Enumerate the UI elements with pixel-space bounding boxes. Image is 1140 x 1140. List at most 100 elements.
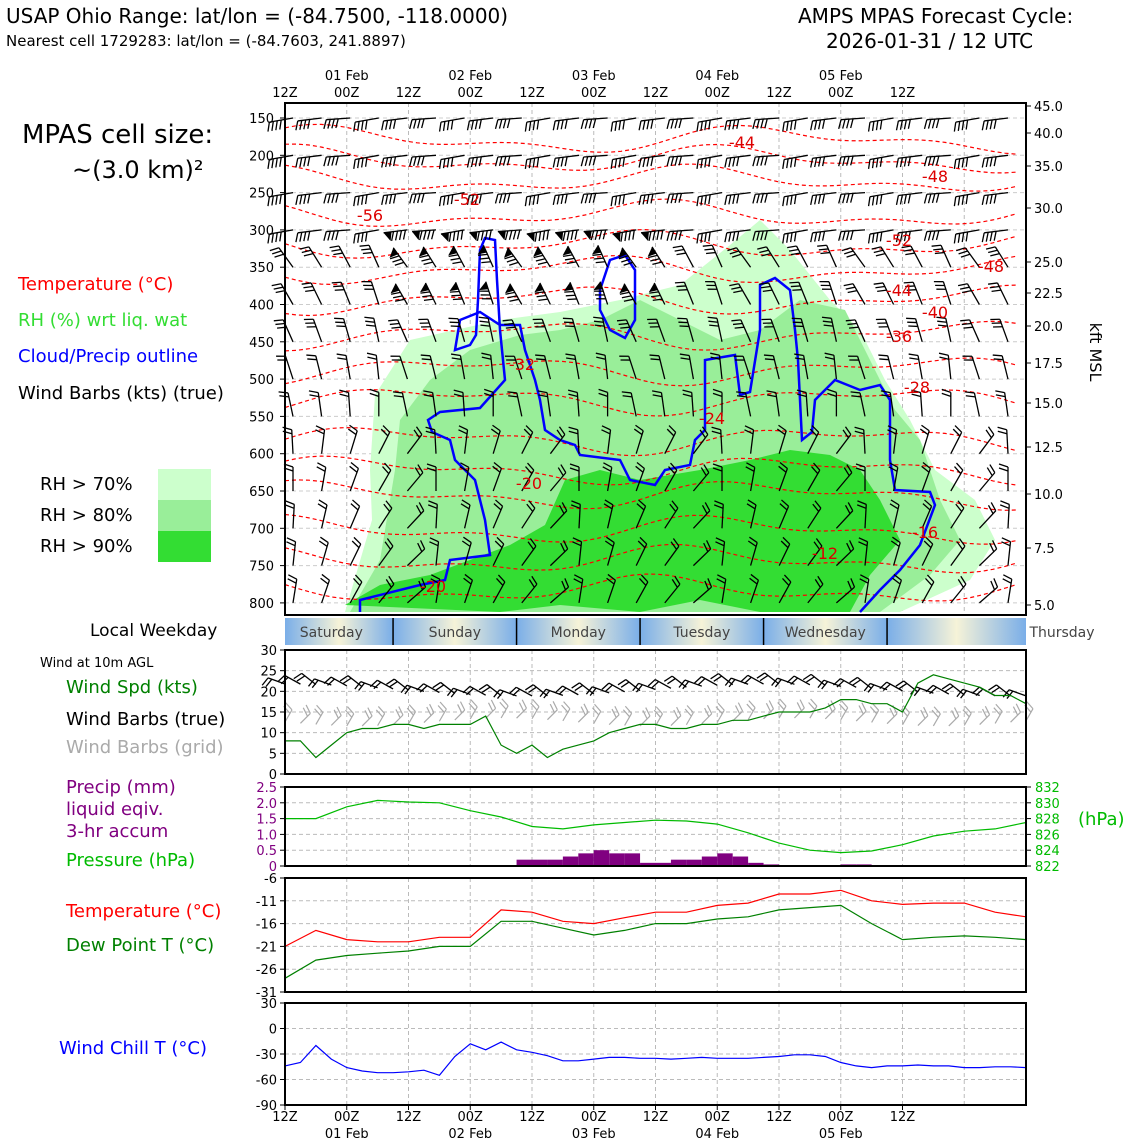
y-tick-label: 20: [260, 685, 277, 700]
grid-wind-barb: [454, 701, 466, 721]
wind-barb: [712, 463, 723, 491]
grid-wind-barb: [993, 703, 1003, 724]
wind-barb: [580, 191, 608, 204]
wind-barb: [378, 500, 393, 529]
wind-barb: [580, 117, 608, 130]
weekday-segment: [763, 618, 888, 645]
temperature-contour: [285, 388, 1018, 417]
wind-barb: [867, 191, 894, 207]
wind-barb: [450, 353, 466, 380]
wind-barb: [461, 536, 472, 566]
true-wind-barb: [508, 686, 533, 697]
forecast-cycle-title: AMPS MPAS Forecast Cycle:: [798, 4, 1074, 28]
top-date-label: 02 Feb: [448, 69, 492, 84]
wind-barb: [378, 538, 394, 566]
legend-temperature: Temperature (°C): [18, 274, 174, 295]
wind-barb: [423, 390, 437, 417]
wind-barb: [555, 229, 580, 242]
wind-barb: [873, 282, 895, 305]
wind-barb: [995, 390, 1009, 417]
wind-barb: [369, 388, 380, 417]
grid-wind-barb: [561, 701, 571, 722]
wind-barb: [807, 575, 824, 604]
wind-barb: [921, 536, 934, 566]
top-time-tick-label: 12Z: [272, 86, 298, 101]
wind-barb: [299, 246, 323, 268]
temperature-contour: [285, 543, 1018, 574]
windchill-line: [284, 1041, 1027, 1076]
wind-barb: [353, 229, 379, 244]
wind-barb: [449, 282, 466, 305]
true-wind-barb: [863, 682, 888, 693]
wind-barb: [901, 245, 923, 268]
weekday-label: Local Weekday: [90, 621, 218, 641]
wind-barb: [420, 282, 437, 305]
temperature-panel: -6 -11 -16 -21 -26 -31: [256, 872, 1027, 1001]
wind-barb: [320, 573, 331, 604]
grid-wind-barb: [485, 699, 497, 719]
wind-barb: [759, 282, 780, 305]
wind-barb: [349, 462, 360, 492]
wind-barb: [638, 191, 665, 205]
wind-barb: [664, 575, 681, 604]
wind-barb: [483, 388, 494, 417]
wind-barb: [640, 229, 665, 242]
weekday-segment: [393, 618, 517, 645]
temperature-contour-label: -28: [904, 378, 930, 397]
true-wind-barb: [369, 679, 394, 690]
height-tick-label: 45.0: [1034, 100, 1063, 115]
wind-barb: [674, 281, 695, 305]
wind-barb: [303, 318, 323, 343]
temperature-contour: [285, 284, 1018, 317]
wind-barb: [981, 191, 1009, 205]
top-time-tick-label: 12Z: [766, 86, 792, 101]
wind-barb: [747, 536, 758, 566]
wind-barb: [962, 355, 981, 380]
wind-barb: [492, 536, 505, 566]
wind-barb: [406, 578, 427, 604]
wind-barb: [692, 464, 710, 492]
wind-barb: [494, 117, 522, 130]
wind-barb: [724, 229, 751, 243]
grid-wind-barb: [499, 698, 509, 719]
wind-barb: [835, 426, 852, 455]
wind-barb: [616, 319, 637, 343]
weekday-name: Monday: [551, 625, 606, 641]
wind-barb: [1002, 574, 1013, 604]
true-wind-barb: [988, 684, 1011, 697]
wind-barb: [598, 388, 609, 417]
wind-barb: [601, 425, 612, 454]
wind-barb: [568, 426, 580, 454]
bottom-date-label: 02 Feb: [448, 1127, 492, 1140]
wind-barb: [494, 191, 522, 204]
height-tick-label: 10.0: [1034, 488, 1063, 503]
pressure-tick-label: 822: [1035, 860, 1060, 875]
wind-barb: [998, 463, 1009, 491]
wind-barb: [878, 354, 895, 380]
wind-barb: [573, 574, 584, 604]
wind-barb: [757, 246, 780, 268]
wind-barb: [992, 354, 1009, 380]
wind-barb: [950, 462, 964, 492]
wind-barb: [854, 426, 866, 454]
true-wind-barb: [663, 675, 687, 688]
pressure-tick-label: 800: [249, 597, 274, 612]
wind-barb: [569, 463, 580, 491]
temperature-contour-label: -20: [516, 474, 542, 493]
pressure-tick-label: 826: [1035, 828, 1060, 843]
legend-barbs-grid: Wind Barbs (grid): [66, 737, 224, 758]
temperature-contour: [285, 198, 1018, 227]
y-tick-label: -11: [256, 895, 277, 910]
wind-barb: [490, 424, 501, 454]
wind-barb: [502, 319, 523, 343]
wind-barb: [752, 191, 780, 204]
wind-barb: [880, 390, 895, 417]
wind-barb: [950, 500, 965, 529]
pressure-tick-label: 250: [249, 187, 274, 202]
wind-barb: [867, 154, 894, 169]
bottom-time-tick-label: 12Z: [890, 1110, 916, 1125]
wind-barb: [521, 500, 536, 529]
wind-speed-line: [285, 674, 1027, 759]
wind-barb: [923, 154, 951, 167]
dewpoint-line: [284, 904, 1027, 979]
